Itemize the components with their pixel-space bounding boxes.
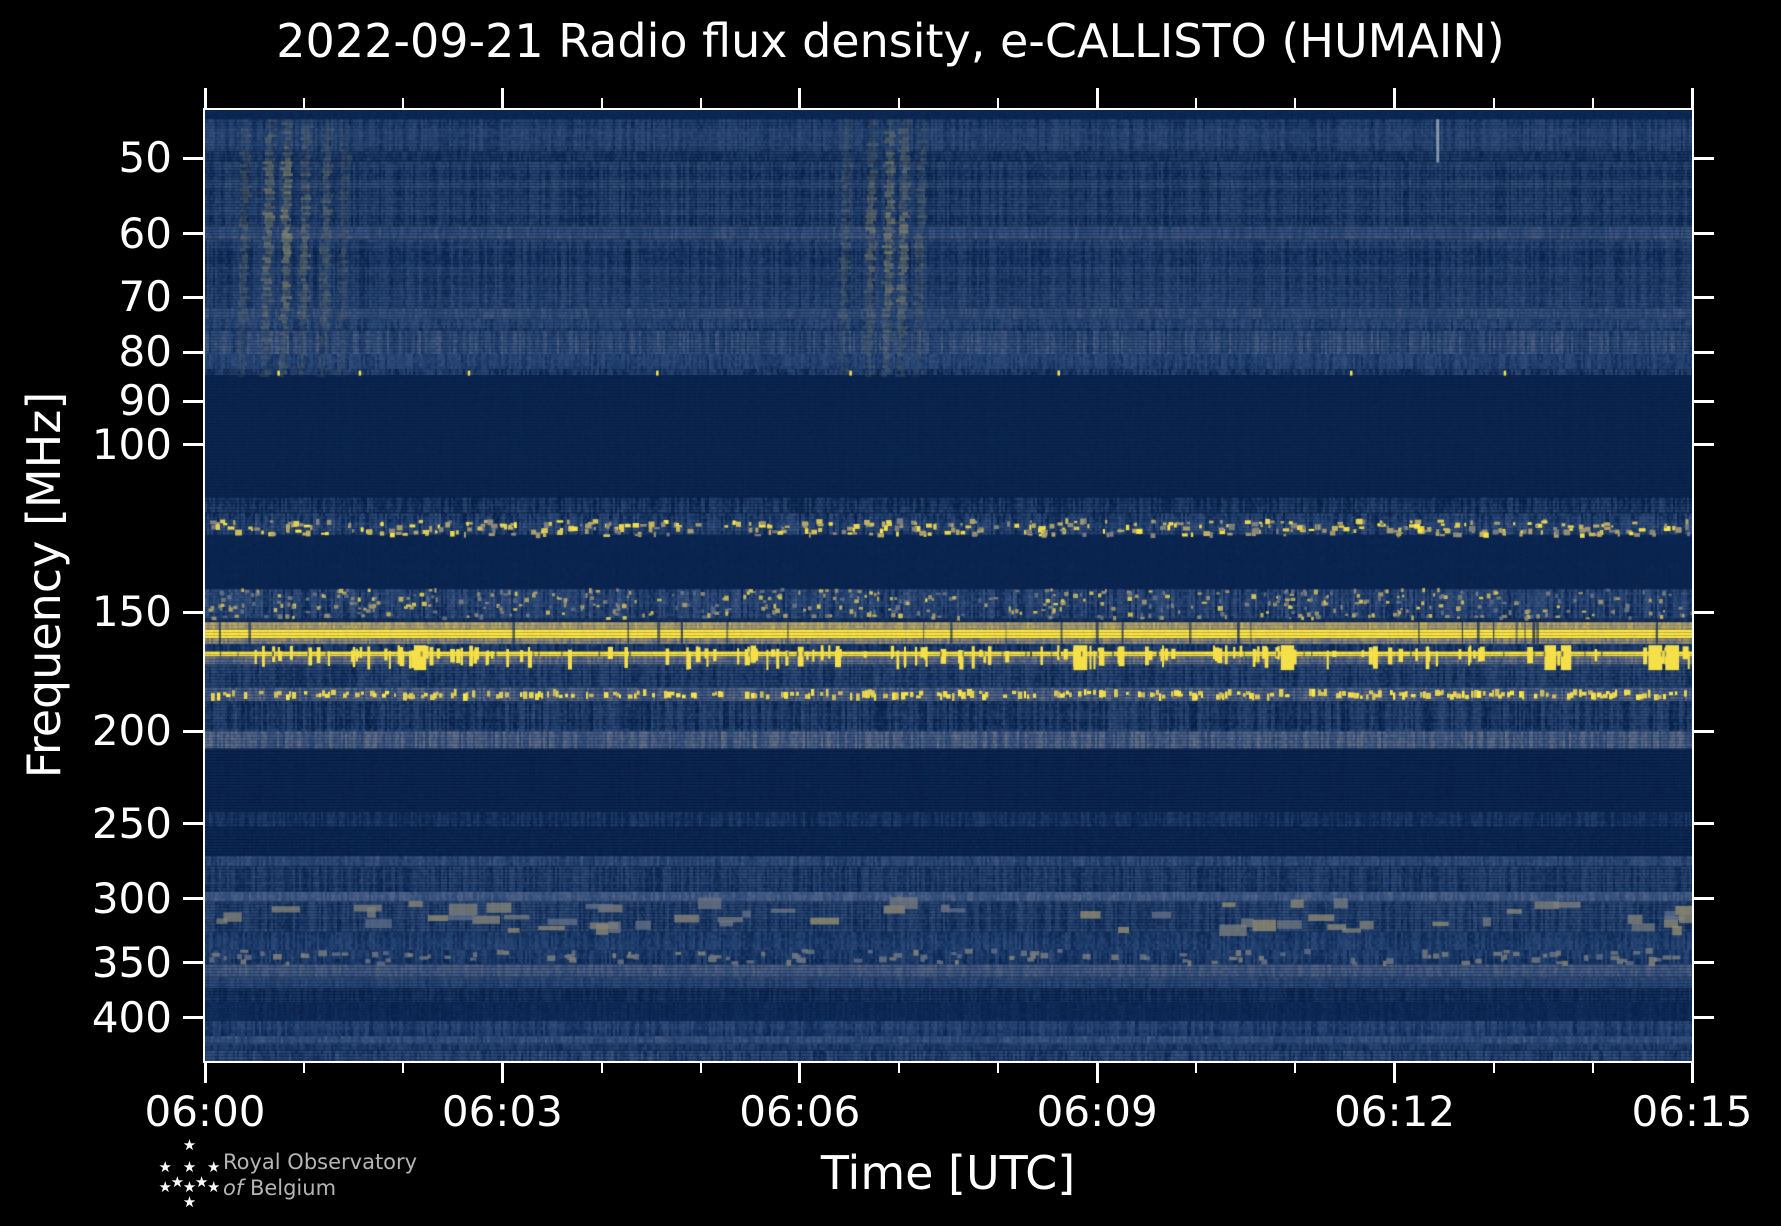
y-tick-label: 400 xyxy=(91,992,172,1042)
x-tick-minor-top xyxy=(303,98,306,110)
x-tick-label: 06:09 xyxy=(1036,1087,1158,1136)
x-tick-major-top xyxy=(1690,88,1694,110)
x-tick-label: 06:06 xyxy=(739,1087,861,1136)
y-tick xyxy=(183,822,205,826)
y-tick-right xyxy=(1692,610,1714,614)
stars-logo-icon: ★ ★ ★ ★ ★ xyxy=(158,1158,224,1191)
x-tick-minor xyxy=(1195,1061,1198,1073)
logo-of: of xyxy=(223,1176,244,1200)
x-tick-minor xyxy=(1591,1061,1594,1073)
x-tick-minor-top xyxy=(1591,98,1594,110)
x-tick-major-top xyxy=(1393,88,1397,110)
y-tick-label: 300 xyxy=(91,873,172,923)
x-tick-major-top xyxy=(798,88,802,110)
x-tick-minor xyxy=(897,1061,900,1073)
y-tick xyxy=(183,295,205,299)
x-tick-label: 06:03 xyxy=(441,1087,563,1136)
y-tick-right xyxy=(1692,961,1714,965)
stars-logo-icon: ★ xyxy=(182,1136,200,1154)
x-tick-minor xyxy=(1492,1061,1495,1073)
x-tick-major-top xyxy=(1095,88,1099,110)
y-tick-label: 200 xyxy=(91,706,172,756)
y-tick xyxy=(183,156,205,160)
y-tick xyxy=(183,443,205,447)
logo-line-1: Royal Observatory xyxy=(223,1150,418,1174)
x-tick-minor xyxy=(402,1061,405,1073)
x-tick-minor xyxy=(997,1061,1000,1073)
x-tick-major xyxy=(798,1061,802,1083)
y-tick xyxy=(183,961,205,965)
x-tick-minor-top xyxy=(897,98,900,110)
y-tick-label: 60 xyxy=(118,208,172,258)
y-tick-right xyxy=(1692,897,1714,901)
logo-belgium: Belgium xyxy=(249,1176,337,1200)
x-tick-minor xyxy=(600,1061,603,1073)
y-tick-label: 70 xyxy=(118,272,172,322)
y-tick xyxy=(183,232,205,236)
y-tick xyxy=(183,610,205,614)
y-tick xyxy=(183,1016,205,1020)
y-tick-right xyxy=(1692,156,1714,160)
x-tick-major xyxy=(203,1061,207,1083)
y-tick-right xyxy=(1692,232,1714,236)
y-tick-label: 250 xyxy=(91,798,172,848)
x-tick-minor-top xyxy=(1195,98,1198,110)
x-tick-minor-top xyxy=(1294,98,1297,110)
x-tick-label: 06:15 xyxy=(1631,1087,1753,1136)
x-tick-major xyxy=(1095,1061,1099,1083)
y-tick-right xyxy=(1692,1016,1714,1020)
x-tick-major-top xyxy=(500,88,504,110)
x-tick-minor-top xyxy=(600,98,603,110)
spectrogram-heatmap xyxy=(205,110,1692,1061)
y-tick-label: 90 xyxy=(118,376,172,426)
y-tick-right xyxy=(1692,350,1714,354)
y-tick-right xyxy=(1692,822,1714,826)
x-tick-minor xyxy=(699,1061,702,1073)
x-tick-minor-top xyxy=(997,98,1000,110)
x-tick-major xyxy=(1393,1061,1397,1083)
y-tick-right xyxy=(1692,443,1714,447)
chart-title: 2022-09-21 Radio flux density, e-CALLIST… xyxy=(276,14,1505,68)
y-tick xyxy=(183,897,205,901)
x-tick-minor xyxy=(303,1061,306,1073)
y-tick-label: 50 xyxy=(118,133,172,183)
x-tick-major-top xyxy=(203,88,207,110)
x-axis-label: Time [UTC] xyxy=(820,1146,1076,1200)
x-tick-label: 06:12 xyxy=(1334,1087,1456,1136)
x-tick-minor-top xyxy=(699,98,702,110)
x-tick-minor xyxy=(1294,1061,1297,1073)
x-tick-minor-top xyxy=(1492,98,1495,110)
logo-line-2: of Belgium xyxy=(223,1176,336,1201)
y-tick-label: 150 xyxy=(91,587,172,637)
y-axis-label: Frequency [MHz] xyxy=(17,391,71,779)
stars-logo-icon: ★ ★ ★ ★ xyxy=(158,1178,224,1211)
y-tick-right xyxy=(1692,295,1714,299)
x-tick-label: 06:00 xyxy=(144,1087,266,1136)
y-tick xyxy=(183,350,205,354)
x-tick-major xyxy=(500,1061,504,1083)
x-tick-major xyxy=(1690,1061,1694,1083)
y-tick-label: 350 xyxy=(91,937,172,987)
y-tick-label: 80 xyxy=(118,327,172,377)
y-tick-right xyxy=(1692,399,1714,403)
y-tick xyxy=(183,399,205,403)
y-tick-right xyxy=(1692,729,1714,733)
y-tick-label: 100 xyxy=(91,419,172,469)
x-tick-minor-top xyxy=(402,98,405,110)
y-tick xyxy=(183,729,205,733)
